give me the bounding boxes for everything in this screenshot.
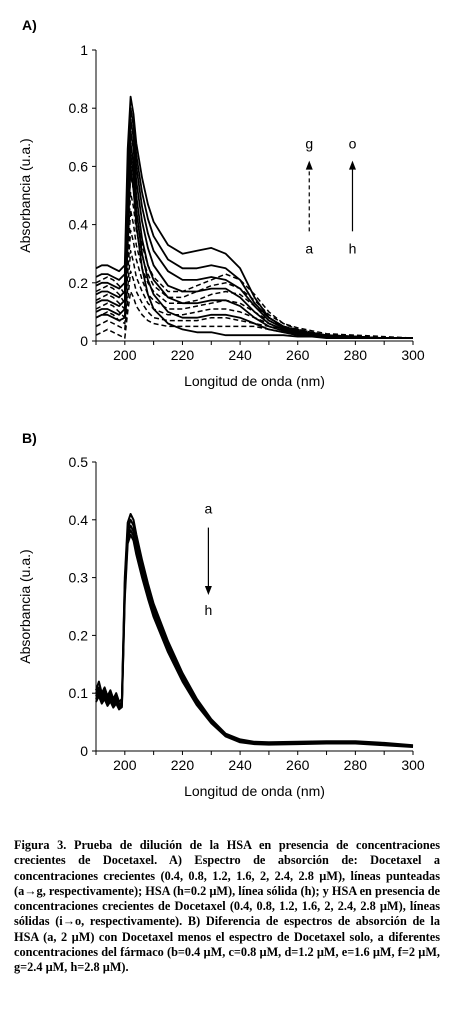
panel-a-series-line-6-dashed [95,191,413,339]
panel-b-annotation-label-bottom-1: h [204,602,212,618]
panel-a-absorption-chart: A) 0 0.2 0.4 0.6 0.8 1 200 220 240 260 280 300 Longit… [17,17,425,389]
panel-a-y-tick-label: 0.6 [69,158,89,174]
panel-a-x-axis-label: Longitud de onda (nm) [184,373,325,389]
panel-b-y-tick-label: 0.2 [69,627,89,643]
panel-b-x-tick-label: 220 [171,757,195,773]
panel-b-series-line-5-solid [95,533,414,748]
panel-a-annotation-label-top-1: g [305,136,313,152]
panel-a-y-tick-label: 0.8 [69,100,89,116]
panel-b-x-tick-label: 280 [344,757,368,773]
panel-b-x-tick-label: 240 [228,757,252,773]
panel-b-y-tick-label: 0.1 [69,685,89,701]
panel-a-annotation-label-top-2: o [349,136,357,152]
panel-b-x-tick-label: 260 [286,757,310,773]
panel-a-series-line-10-solid [95,142,413,339]
panel-b-y-tick-label: 0.5 [69,454,89,470]
figure-caption: Figura 3. Prueba de dilución de la HSA e… [14,838,440,975]
panel-a-x-tick-label: 260 [286,347,310,363]
panel-a-y-tick-label: 1 [80,42,88,58]
panel-b-difference-chart: B) 0 0.1 0.2 0.3 0.4 0.5 200 220 240 260 280 300 Long… [17,430,425,799]
panel-b-series-line-3-solid [95,524,414,748]
figure-3-charts: A) 0 0.2 0.4 0.6 0.8 1 200 220 240 260 280 300 Longit… [17,17,425,799]
panel-a-series-line-14-solid [95,95,413,339]
panel-b-label: B) [22,430,37,446]
panel-a-series-line-2-dashed [95,270,413,339]
panel-a-annotation-label-bottom-2: h [349,240,357,256]
panel-a-y-tick-label: 0.2 [69,275,89,291]
panel-a-annotation-arrow-head-2 [348,160,356,170]
panel-b-x-tick-label: 300 [401,757,425,773]
panel-b-x-axis-label: Longitud de onda (nm) [184,783,325,799]
panel-a-series-line-8-solid [95,165,413,339]
panel-a-x-tick-label: 240 [228,347,252,363]
panel-b-y-tick-label: 0 [80,743,88,759]
panel-a-y-tick-label: 0.4 [69,217,89,233]
panel-b-y-axis-label: Absorbancia (u.a.) [17,549,33,663]
panel-a-series-line-7-dashed [95,174,414,339]
panel-b-annotation-arrow-head-1 [204,585,212,595]
panel-a-x-tick-label: 200 [113,347,137,363]
panel-a-series-line-13-solid [95,107,413,339]
panel-a-x-tick-label: 280 [344,347,368,363]
panel-b-y-tick-label: 0.3 [69,570,89,586]
panel-b-annotation-label-top-1: a [204,501,212,517]
panel-a-y-axis-label: Absorbancia (u.a.) [17,138,33,252]
panel-a-x-tick-label: 220 [171,347,195,363]
panel-b-series-line-1-solid [95,513,414,747]
panel-a-annotation-label-bottom-1: a [305,240,313,256]
panel-b-y-tick-label: 0.4 [69,512,89,528]
panel-b-x-tick-label: 200 [113,757,137,773]
panel-a-y-tick-label: 0 [80,333,88,349]
panel-b-series-line-2-solid [95,518,414,747]
panel-a-label: A) [22,17,37,33]
panel-a-x-tick-label: 300 [401,347,425,363]
panel-a-annotation-arrow-head-1 [305,160,313,170]
